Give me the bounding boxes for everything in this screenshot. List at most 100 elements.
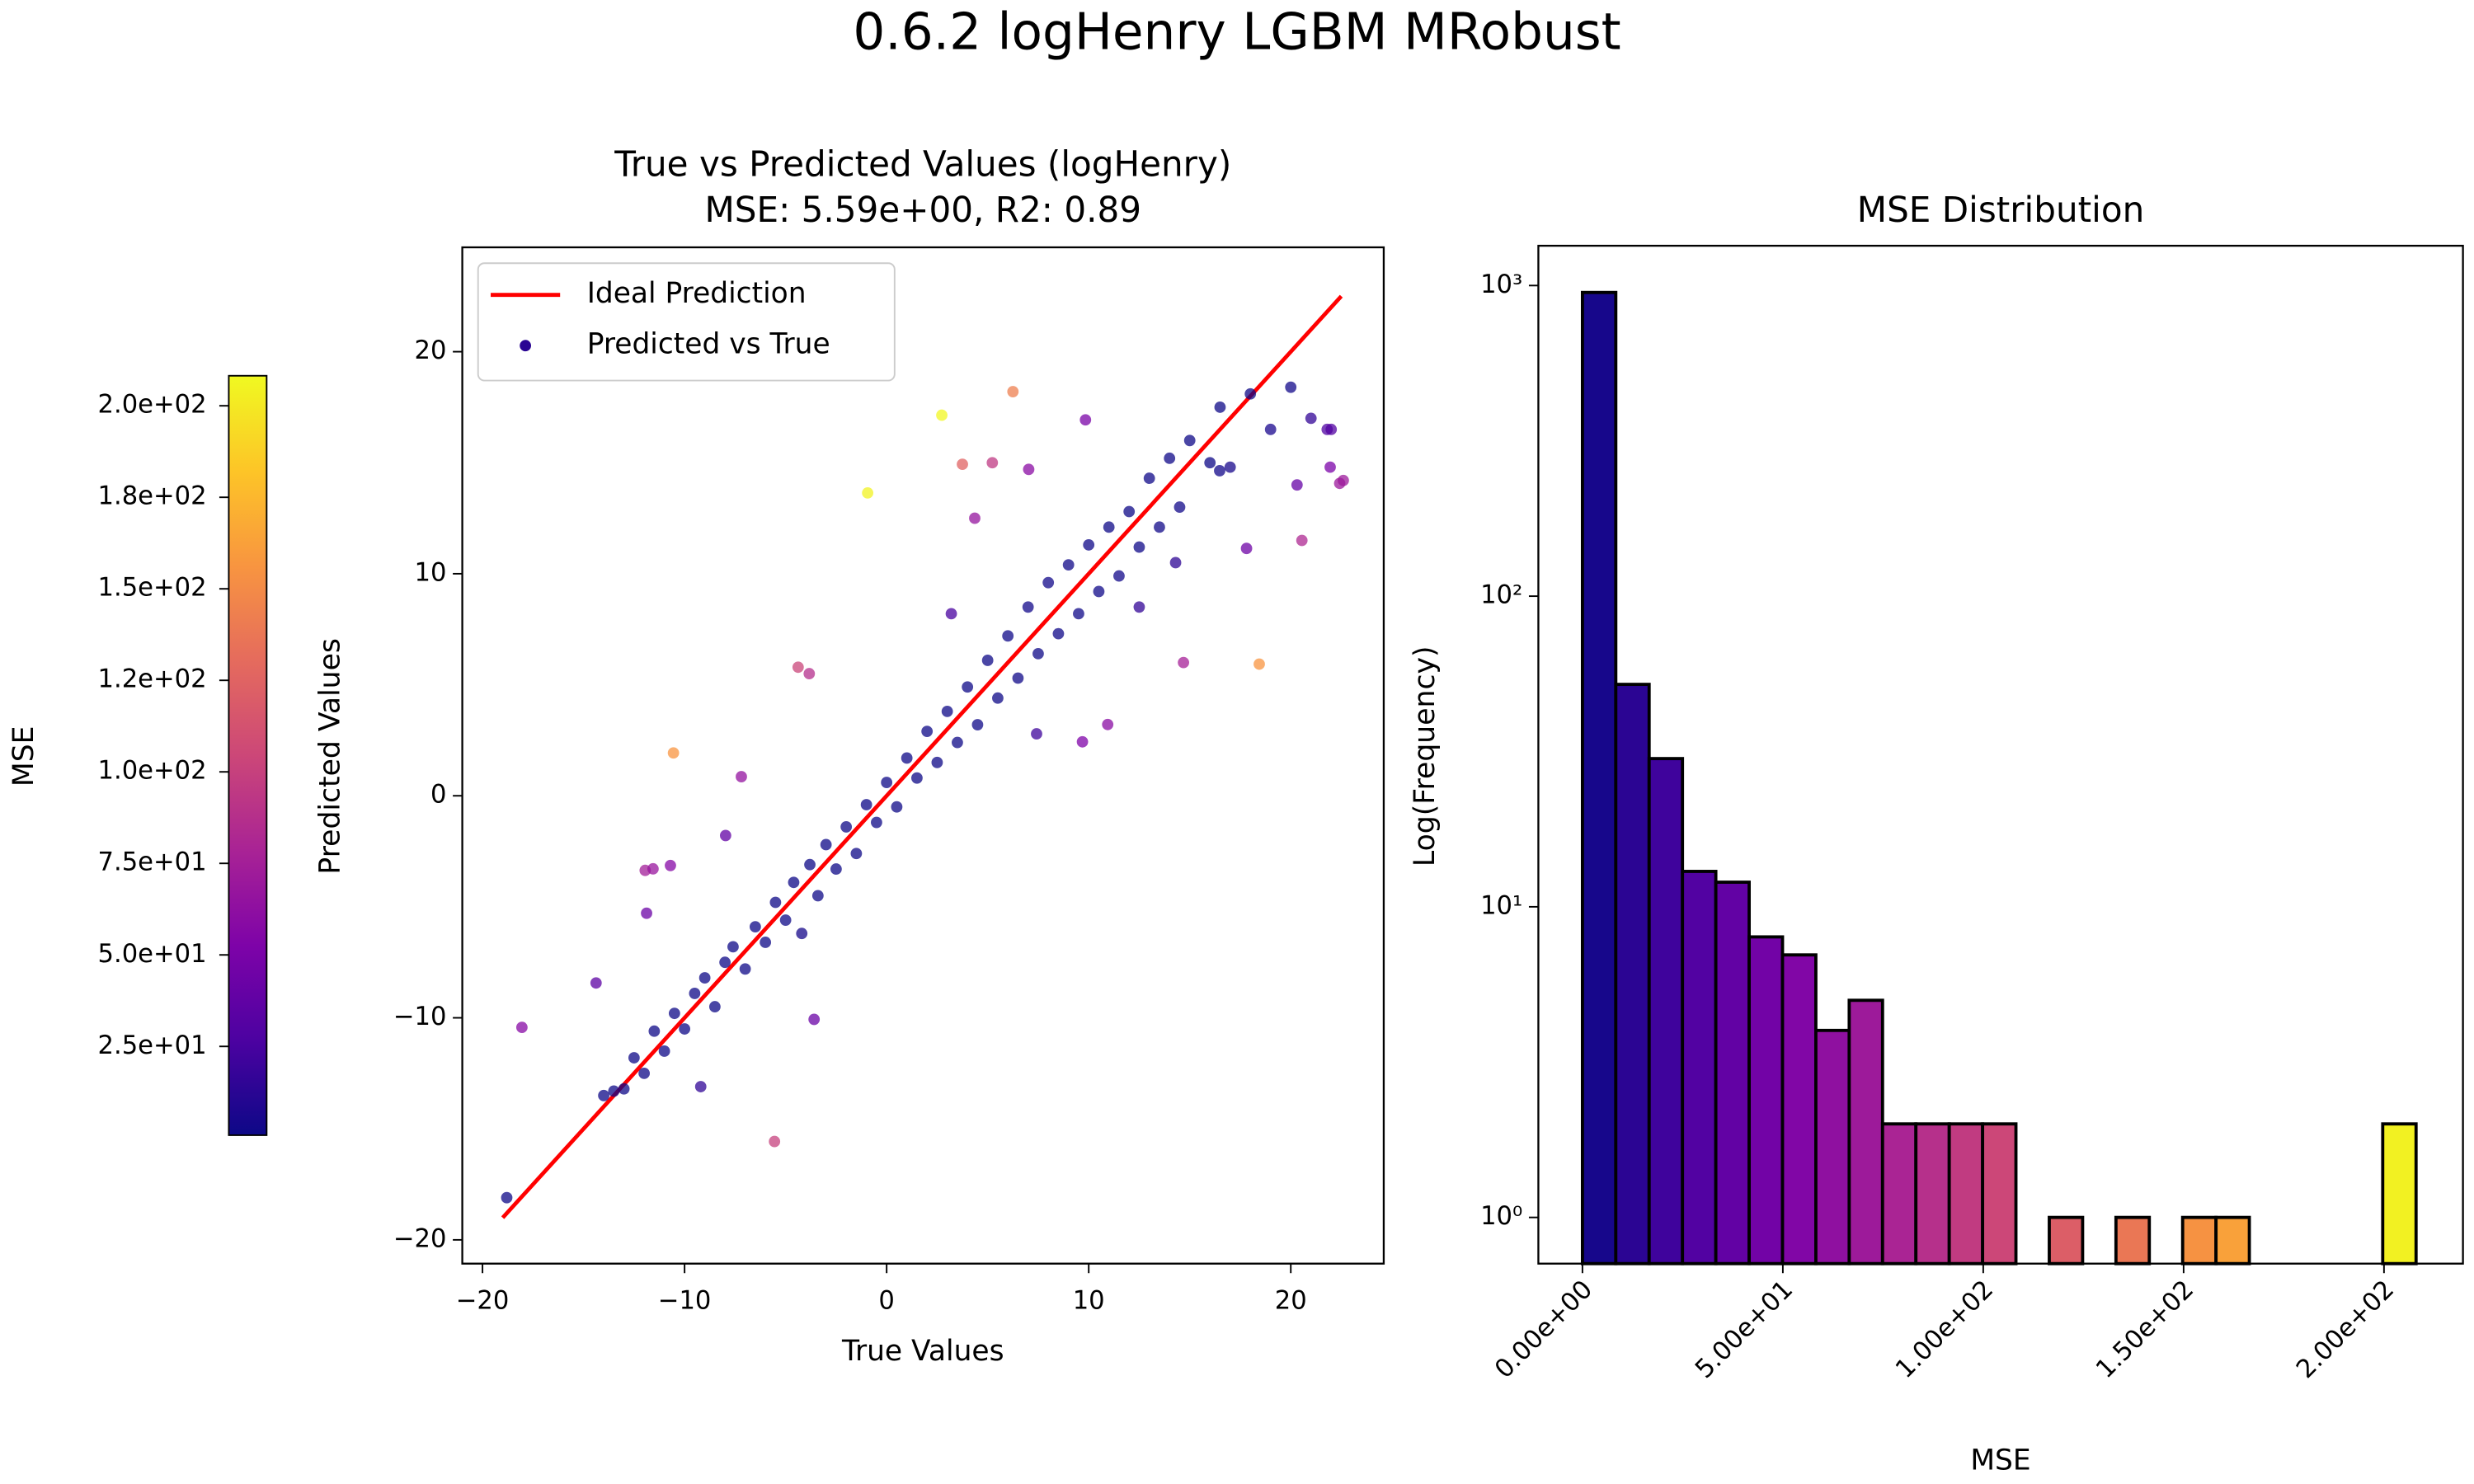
colorbar [228,374,268,1136]
point [862,486,874,499]
point [665,859,676,871]
point [981,655,994,666]
point [727,941,739,953]
bar [1780,953,1818,1266]
point [668,1007,680,1020]
point [1023,463,1035,476]
point [1032,647,1044,660]
point [719,829,731,842]
point [501,1191,513,1204]
y-tick-label: −20 [393,1224,447,1253]
point [850,848,863,860]
point [936,409,948,421]
point [608,1085,620,1097]
point [708,1001,721,1013]
bar [2180,1215,2218,1266]
point [1244,387,1257,400]
bar [1981,1122,2018,1266]
point [1133,541,1145,553]
x-axis-label: True Values [841,1335,1004,1368]
point [1052,627,1065,640]
point [1113,570,1125,582]
point [667,747,680,759]
point [804,858,816,871]
point [901,752,913,764]
point [941,705,953,717]
point [1007,386,1019,397]
colorbar-tick-label: 5.0e+01 [98,940,207,969]
y-axis-label: Predicted Values [313,638,346,874]
y-tick-label: 10¹ [1480,891,1522,920]
point [1042,576,1055,589]
x-tick-label: 1.00e+02 [1890,1275,1999,1385]
point [971,719,984,730]
axes-frame [1537,244,2464,1265]
point [1164,452,1176,464]
x-tick-label: 0 [878,1286,894,1315]
legend-label: Predicted vs True [587,328,830,361]
point [911,772,923,784]
point [952,736,963,749]
scatter-title: True vs Predicted Values (logHenry) [614,143,1231,184]
ideal-line [501,294,1343,1219]
colorbar-tick-label: 1.5e+02 [98,574,207,603]
point [796,928,808,940]
colorbar-tick-label: 2.0e+02 [98,391,207,420]
point [641,907,652,919]
point [590,977,602,989]
point [1296,534,1308,547]
point [1103,521,1115,533]
colorbar-tick-label: 1.0e+02 [98,757,207,786]
bar [2114,1215,2152,1266]
y-tick-label: 10³ [1480,270,1522,299]
bar [1747,935,1785,1266]
point [1324,461,1336,473]
point [1012,672,1024,684]
point [792,661,804,674]
point [658,1045,670,1057]
point [1102,718,1114,730]
colorbar-tick-label: 1.2e+02 [98,665,207,694]
bar [2381,1122,2418,1266]
point [1031,728,1042,740]
point [698,972,711,984]
bar [2048,1215,2085,1266]
y-tick-label: 10 [414,558,446,587]
x-tick-label: 0.00e+00 [1489,1275,1598,1385]
x-tick-label: 1.50e+02 [2091,1275,2199,1385]
point [749,921,761,933]
bar [1880,1122,1918,1266]
colorbar-label: MSE [7,726,40,787]
point [769,1135,781,1148]
bar [1647,757,1685,1266]
point [931,756,943,768]
point [860,799,872,810]
point [891,801,903,813]
point [1174,501,1186,514]
point [760,937,772,948]
x-tick-label: 2.00e+02 [2291,1275,2400,1385]
point [779,914,792,926]
colorbar-tick-label: 7.5e+01 [98,848,207,877]
point [1305,412,1317,425]
point [957,458,968,471]
point [992,692,1004,704]
point [1253,658,1265,670]
y-axis-label: Log(Frequency) [1409,646,1442,867]
y-tick-label: −10 [393,1003,447,1031]
x-tick-label: 20 [1275,1286,1307,1315]
point [1291,479,1303,491]
point [1073,608,1084,620]
bar [1814,1028,1851,1266]
point [1224,461,1236,473]
point [1062,559,1075,571]
point [986,457,999,469]
point [921,726,934,738]
point [1083,538,1095,551]
point [871,816,882,829]
point [648,1025,661,1037]
point [820,838,832,851]
colorbar-tick-label: 1.8e+02 [98,482,207,511]
point [1183,434,1196,447]
y-tick-label: 10² [1480,581,1522,610]
